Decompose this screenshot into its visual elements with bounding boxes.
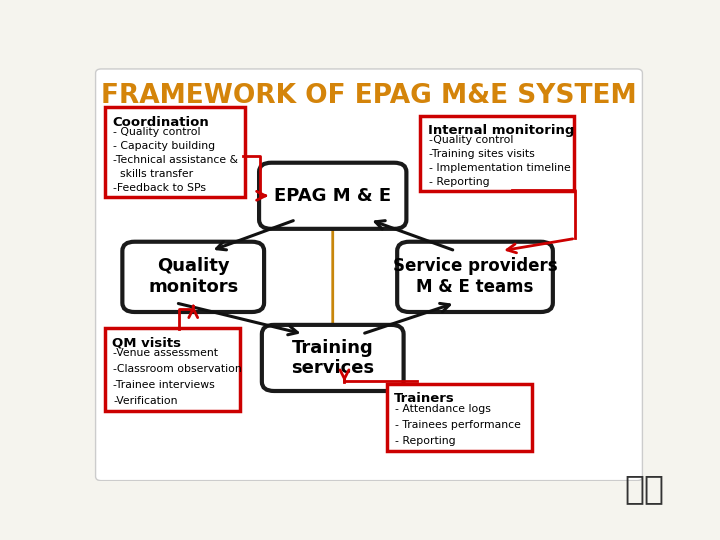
Text: - Attendance logs: - Attendance logs: [395, 404, 491, 414]
Text: - Implementation timeline: - Implementation timeline: [428, 163, 570, 173]
Text: -Classroom observation: -Classroom observation: [114, 364, 242, 374]
Text: -Verification: -Verification: [114, 396, 178, 406]
Text: - Reporting: - Reporting: [428, 177, 490, 187]
Text: QM visits: QM visits: [112, 336, 181, 349]
Text: Trainers: Trainers: [394, 393, 455, 406]
Text: Training
services: Training services: [291, 339, 374, 377]
Text: -Venue assessment: -Venue assessment: [114, 348, 218, 357]
Text: EPAG M & E: EPAG M & E: [274, 187, 391, 205]
Text: - Trainees performance: - Trainees performance: [395, 420, 521, 430]
Text: 人人: 人人: [624, 472, 665, 505]
Text: Service providers
M & E teams: Service providers M & E teams: [392, 258, 557, 296]
FancyBboxPatch shape: [96, 69, 642, 481]
Text: -Feedback to SPs: -Feedback to SPs: [114, 183, 207, 193]
Text: Internal monitoring: Internal monitoring: [428, 124, 574, 137]
Text: - Quality control: - Quality control: [114, 126, 201, 137]
Text: -Technical assistance &: -Technical assistance &: [114, 155, 238, 165]
Text: skills transfer: skills transfer: [114, 169, 194, 179]
FancyBboxPatch shape: [122, 242, 264, 312]
Text: Quality
monitors: Quality monitors: [148, 258, 238, 296]
Text: Coordination: Coordination: [112, 116, 209, 129]
FancyBboxPatch shape: [105, 328, 240, 411]
Text: -Quality control: -Quality control: [428, 135, 513, 145]
FancyBboxPatch shape: [262, 325, 404, 391]
Text: FRAMEWORK OF EPAG M&E SYSTEM: FRAMEWORK OF EPAG M&E SYSTEM: [102, 83, 636, 109]
FancyBboxPatch shape: [259, 163, 406, 229]
FancyBboxPatch shape: [420, 116, 575, 191]
FancyBboxPatch shape: [387, 384, 533, 451]
Text: - Reporting: - Reporting: [395, 436, 456, 446]
Text: - Capacity building: - Capacity building: [114, 141, 215, 151]
FancyBboxPatch shape: [105, 107, 245, 197]
Text: -Trainee interviews: -Trainee interviews: [114, 380, 215, 390]
FancyBboxPatch shape: [397, 242, 553, 312]
Text: -Training sites visits: -Training sites visits: [428, 149, 534, 159]
